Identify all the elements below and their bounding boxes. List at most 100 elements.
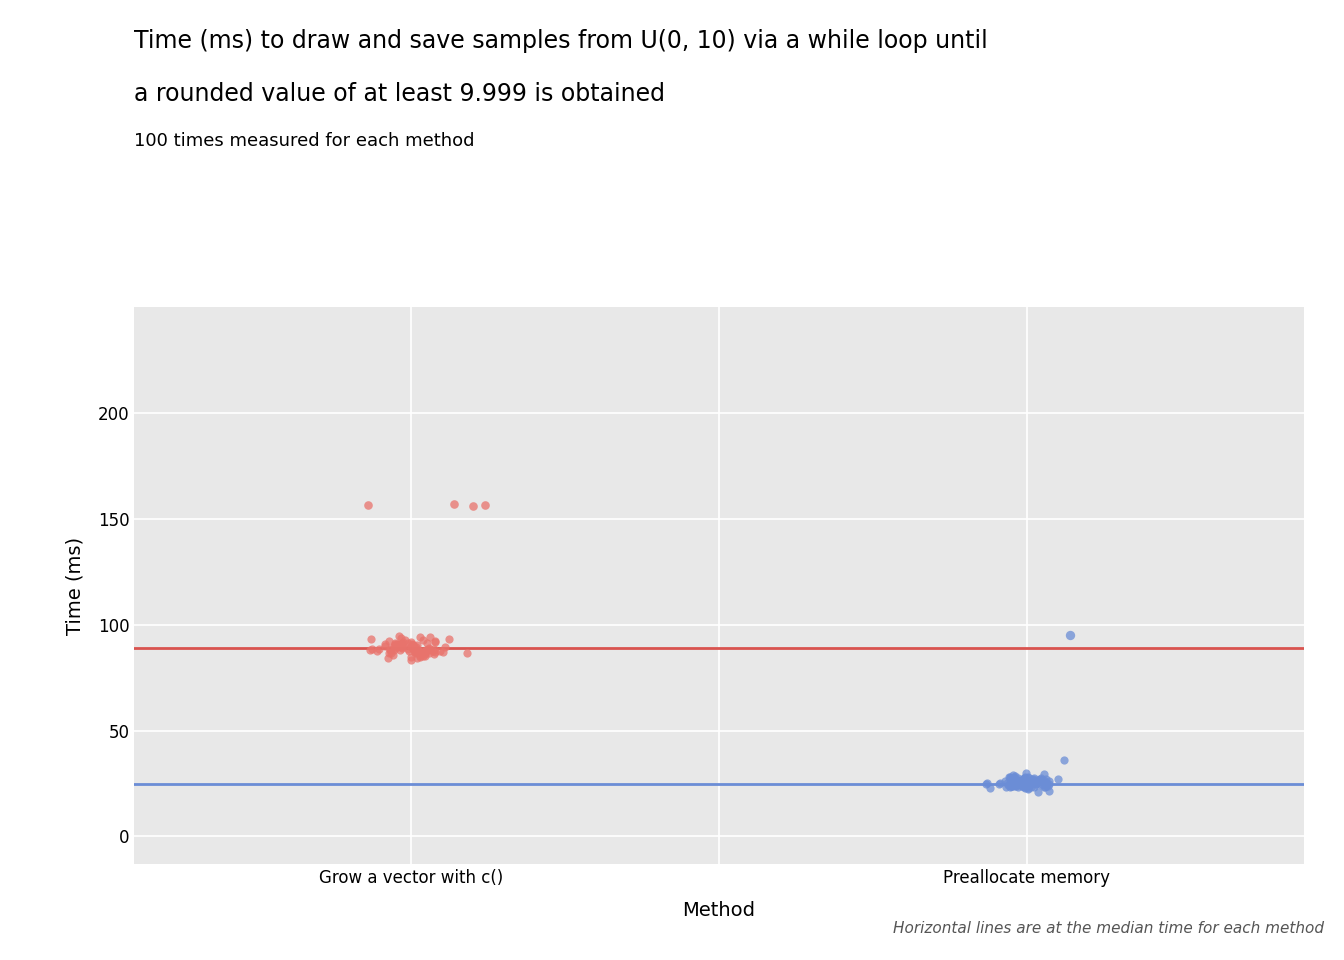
Point <box>1013 780 1035 795</box>
Point <box>995 780 1016 795</box>
Point <box>358 497 379 513</box>
Point <box>1000 771 1021 786</box>
Point <box>988 777 1009 792</box>
Point <box>1017 769 1039 784</box>
Point <box>431 645 453 660</box>
Point <box>1012 778 1034 793</box>
Point <box>1005 775 1027 790</box>
Point <box>401 639 422 655</box>
Point <box>374 636 395 652</box>
Point <box>379 642 401 658</box>
Point <box>1000 776 1021 791</box>
Point <box>1023 775 1044 790</box>
Point <box>1027 784 1048 800</box>
Point <box>406 645 427 660</box>
Point <box>379 641 401 657</box>
Point <box>415 642 437 658</box>
Point <box>1012 779 1034 794</box>
Point <box>1020 778 1042 793</box>
Point <box>391 636 413 652</box>
Point <box>418 642 439 658</box>
Point <box>425 644 446 660</box>
Point <box>1023 770 1044 785</box>
Point <box>1023 780 1044 795</box>
Point <box>1025 774 1047 789</box>
Point <box>1012 775 1034 790</box>
Point <box>1039 777 1060 792</box>
Point <box>409 649 430 664</box>
Point <box>383 642 405 658</box>
Point <box>387 637 409 653</box>
Point <box>414 644 435 660</box>
Point <box>422 643 444 659</box>
Point <box>401 649 422 664</box>
Point <box>414 649 435 664</box>
Point <box>396 641 418 657</box>
Point <box>418 641 439 657</box>
Point <box>989 776 1011 791</box>
Point <box>362 641 383 657</box>
Point <box>462 498 484 514</box>
Point <box>410 643 431 659</box>
Point <box>368 641 390 657</box>
Point <box>1013 770 1035 785</box>
Point <box>402 637 423 653</box>
Point <box>1008 774 1030 789</box>
Point <box>374 638 395 654</box>
Point <box>378 645 399 660</box>
Point <box>1001 776 1023 791</box>
Point <box>1017 780 1039 796</box>
Point <box>1023 773 1044 788</box>
Y-axis label: Time (ms): Time (ms) <box>65 537 85 635</box>
Point <box>360 632 382 647</box>
Point <box>1009 776 1031 791</box>
Point <box>997 776 1019 791</box>
Point <box>1028 773 1050 788</box>
Point <box>444 496 465 512</box>
Point <box>390 630 411 645</box>
Point <box>1016 765 1038 780</box>
Point <box>1012 771 1034 786</box>
Point <box>1001 774 1023 789</box>
Point <box>434 639 456 655</box>
Point <box>415 642 437 658</box>
Point <box>403 645 425 660</box>
Point <box>1013 775 1035 790</box>
Text: Time (ms) to draw and save samples from U(0, 10) via a while loop until: Time (ms) to draw and save samples from … <box>134 29 988 53</box>
Point <box>995 774 1016 789</box>
Point <box>394 632 415 647</box>
Point <box>1023 773 1044 788</box>
Point <box>1003 777 1024 792</box>
Point <box>1047 771 1068 786</box>
Point <box>1019 772 1040 787</box>
Point <box>1036 777 1058 792</box>
Point <box>390 636 411 652</box>
Point <box>1007 778 1028 793</box>
Point <box>1030 771 1051 786</box>
Point <box>1035 774 1056 789</box>
Point <box>1032 777 1054 792</box>
Point <box>406 650 427 665</box>
Point <box>1034 767 1055 782</box>
Point <box>396 636 418 651</box>
Point <box>1007 773 1028 788</box>
Point <box>1052 753 1074 768</box>
Point <box>1005 779 1027 794</box>
Point <box>1007 770 1028 785</box>
Point <box>1025 776 1047 791</box>
Point <box>1000 780 1021 795</box>
Point <box>402 636 423 652</box>
Text: a rounded value of at least 9.999 is obtained: a rounded value of at least 9.999 is obt… <box>134 82 665 106</box>
Point <box>1030 772 1051 787</box>
Point <box>1000 779 1021 794</box>
Point <box>403 640 425 656</box>
Point <box>1038 779 1059 794</box>
Point <box>382 647 403 662</box>
Point <box>976 777 997 792</box>
Point <box>380 645 402 660</box>
Point <box>406 642 427 658</box>
Point <box>402 638 423 654</box>
Point <box>457 646 478 661</box>
Point <box>415 636 437 651</box>
Point <box>413 649 434 664</box>
